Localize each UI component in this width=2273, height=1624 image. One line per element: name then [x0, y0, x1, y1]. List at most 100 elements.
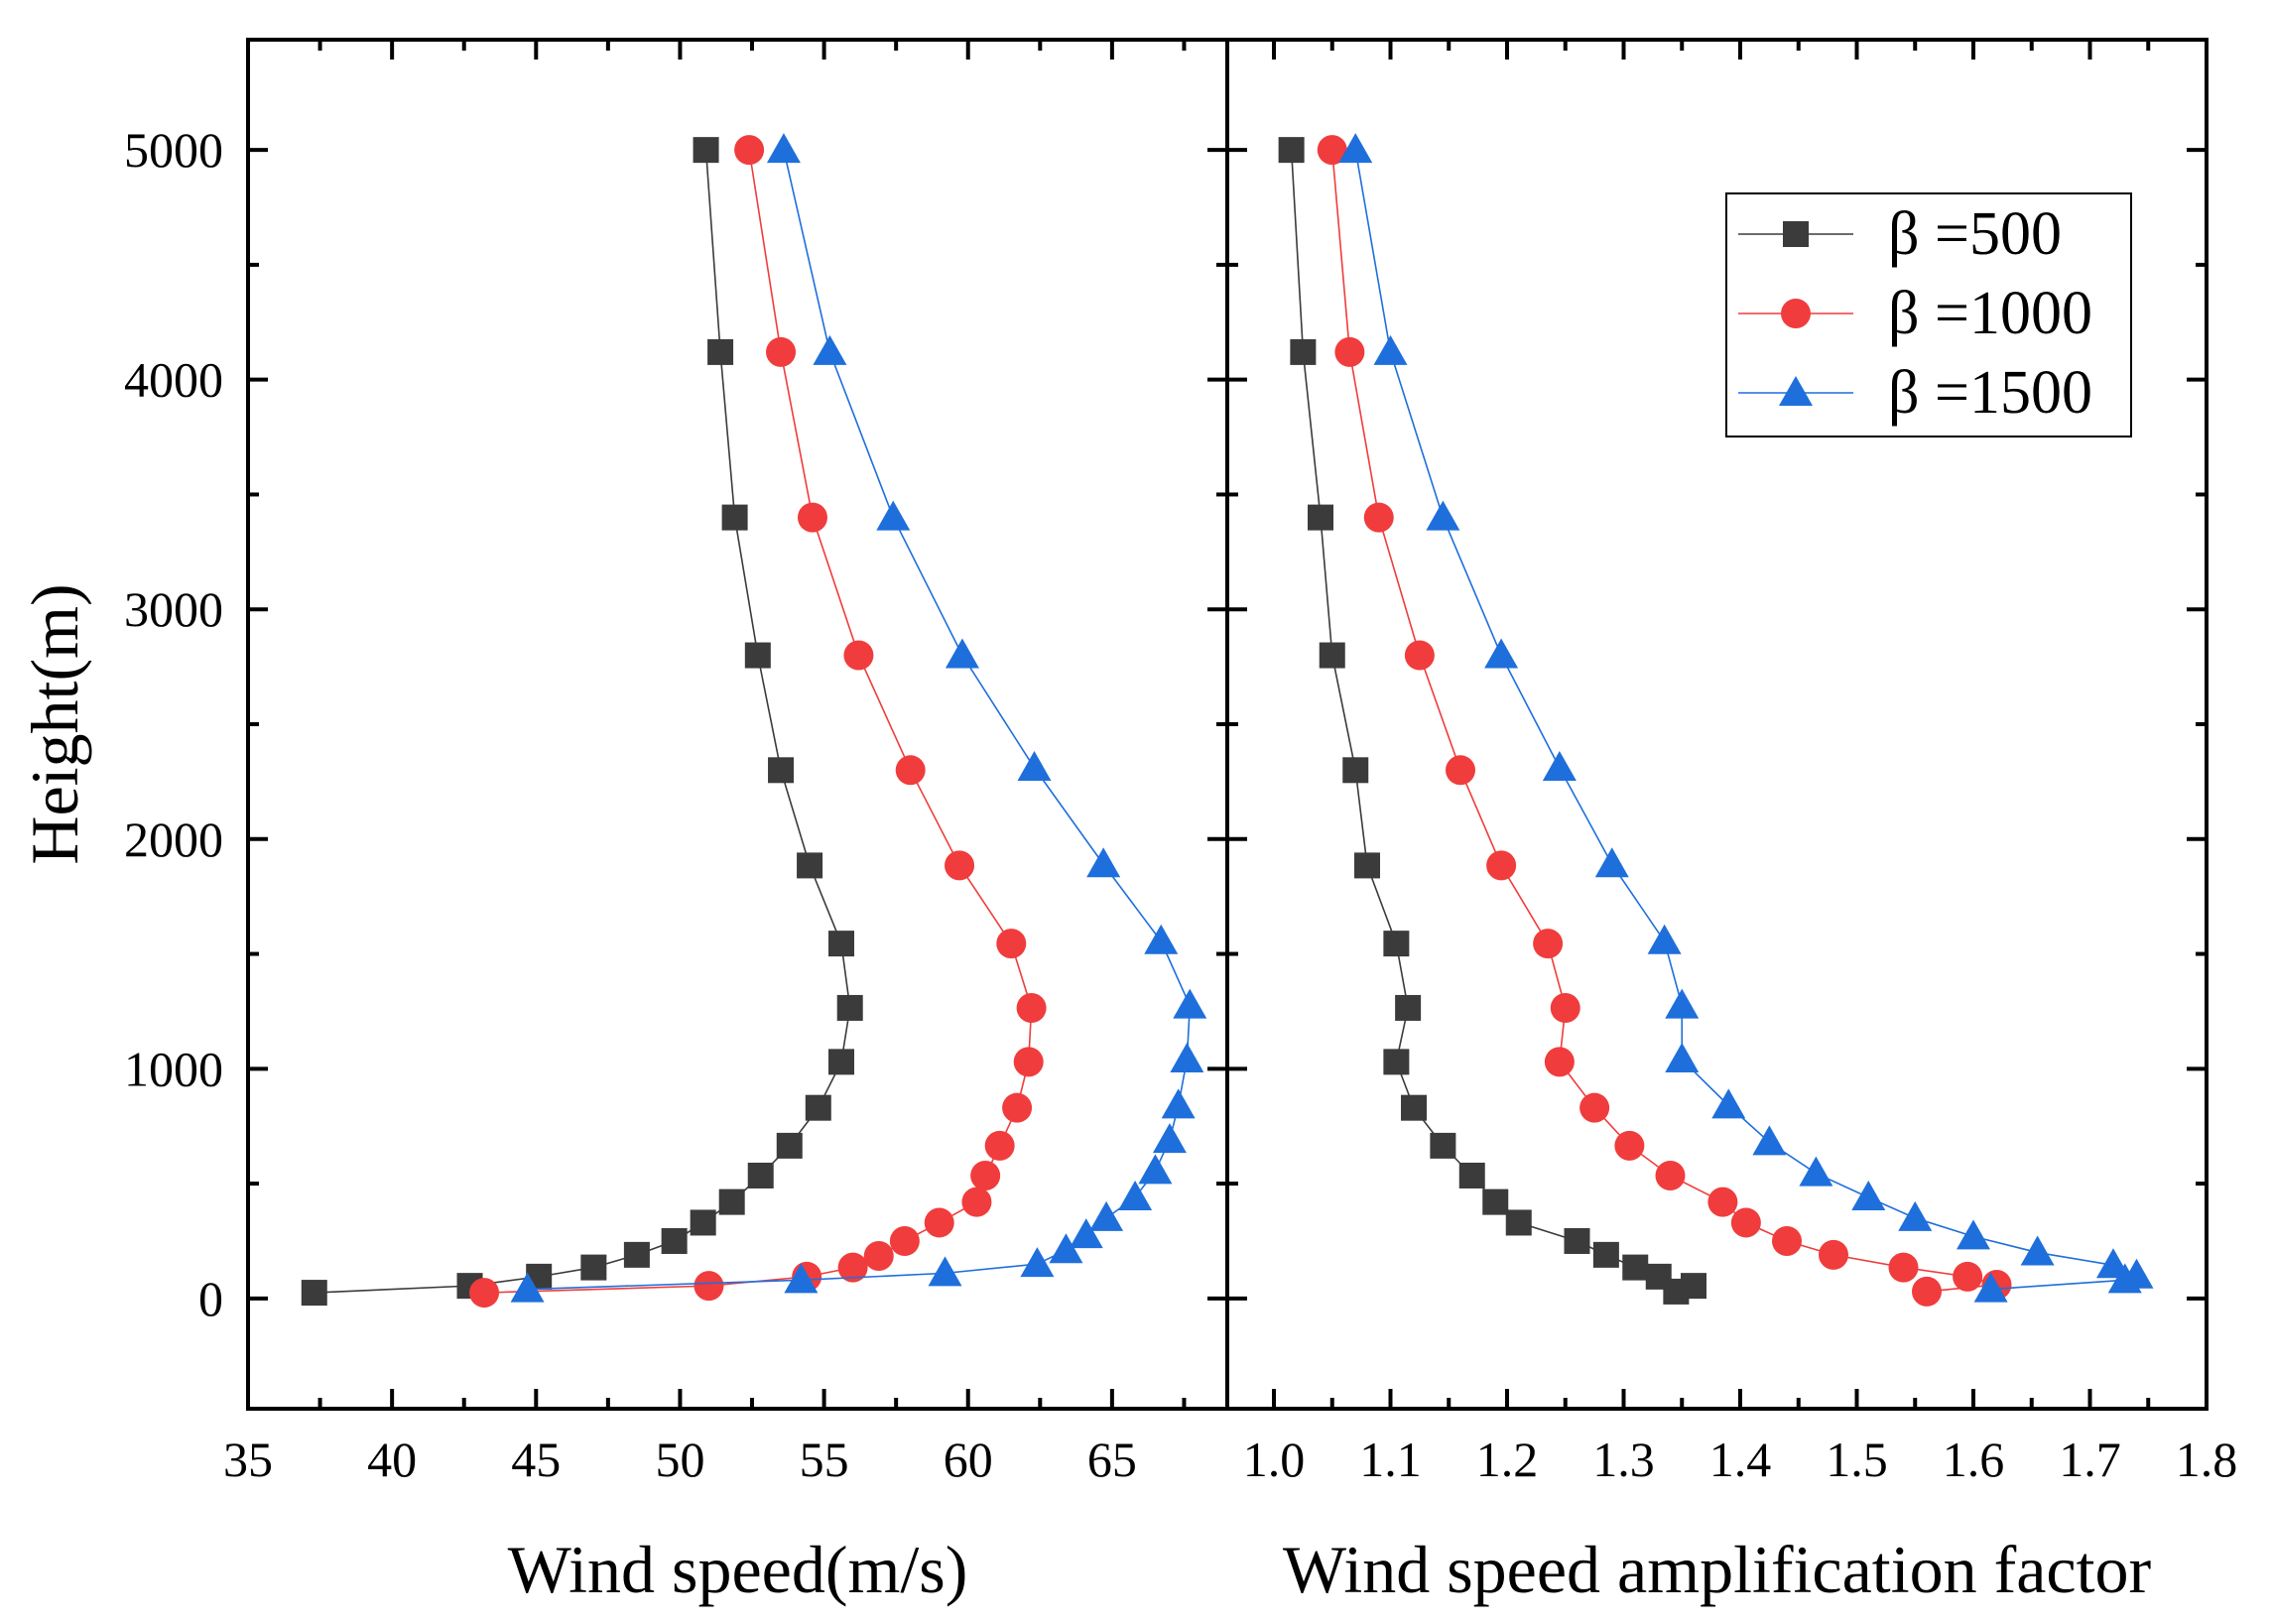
- data-point: [1730, 1207, 1761, 1238]
- legend: β =500 β =1000 β =1500: [1725, 192, 2132, 437]
- legend-entry-beta-1500: β =1500: [1738, 359, 2092, 427]
- x-tick-label: 1.6: [1943, 1432, 2005, 1487]
- y-tick-label: 4000: [124, 352, 223, 408]
- data-point: [1152, 1123, 1187, 1154]
- amplification-factor-panel: 1.0 1.1 1.2 1.3 1.4 1.5 1.6 1.7 1.8 Wind speed am…: [1225, 38, 2237, 1607]
- x-tick-label: 1.4: [1709, 1432, 1772, 1487]
- wind-speed-panel: 35 40 45 50 55 60 65 0 1000 2000 3000 4000 5000 Wind …: [17, 38, 1229, 1607]
- data-point: [1592, 1241, 1619, 1268]
- series-beta-1500: [510, 133, 1207, 1303]
- x-axis-title: Wind speed amplification factor: [1283, 1532, 2152, 1607]
- y-tick-label: 1000: [124, 1041, 223, 1096]
- data-point: [721, 504, 748, 531]
- data-point: [924, 1207, 954, 1238]
- data-point: [970, 1160, 1001, 1190]
- data-point: [1645, 1263, 1672, 1290]
- data-point: [776, 1132, 803, 1159]
- data-point: [707, 338, 734, 365]
- data-point: [1319, 642, 1345, 669]
- data-point: [766, 133, 801, 164]
- data-point: [693, 137, 719, 164]
- data-point: [889, 1225, 920, 1256]
- data-point: [301, 1280, 327, 1307]
- x-tick-label: 50: [655, 1432, 704, 1487]
- data-point: [1973, 1272, 2008, 1303]
- data-point: [1173, 988, 1207, 1019]
- data-point: [1819, 1239, 1848, 1270]
- x-tick-label: 1.1: [1359, 1432, 1422, 1487]
- data-point: [1363, 502, 1394, 533]
- data-point: [1354, 852, 1380, 879]
- legend-label: β =1500: [1888, 359, 2092, 427]
- series-beta-1500: [1338, 133, 2154, 1303]
- data-point: [797, 502, 827, 533]
- data-point: [1426, 500, 1460, 531]
- data-point: [1086, 847, 1121, 878]
- data-point: [1089, 1200, 1124, 1231]
- data-point: [1170, 1043, 1204, 1073]
- data-point: [1579, 1092, 1610, 1123]
- data-point: [863, 1241, 894, 1272]
- data-point: [895, 755, 926, 786]
- data-point: [1544, 1047, 1575, 1077]
- data-point: [1542, 750, 1577, 781]
- data-point: [1957, 1219, 1990, 1250]
- data-point: [747, 1162, 774, 1188]
- data-point: [1317, 135, 1347, 166]
- data-point: [1647, 924, 1682, 954]
- data-point: [1953, 1261, 1983, 1292]
- data-point: [1912, 1276, 1942, 1307]
- data-point: [2020, 1235, 2055, 1266]
- data-point: [1484, 638, 1519, 669]
- data-point: [961, 1187, 992, 1217]
- data-point: [1338, 133, 1373, 164]
- data-point: [1665, 988, 1700, 1019]
- data-point: [1614, 1130, 1645, 1161]
- x-axis-title: Wind speed(m/s): [508, 1532, 968, 1607]
- data-point: [1278, 137, 1305, 164]
- data-point: [1013, 1047, 1044, 1077]
- data-point: [1486, 850, 1517, 881]
- data-point: [813, 334, 847, 365]
- data-point: [1550, 992, 1580, 1023]
- data-point: [1772, 1225, 1802, 1256]
- data-point: [1888, 1252, 1919, 1283]
- legend-label: β =1000: [1888, 280, 2092, 347]
- legend-entry-beta-1000: β =1000: [1738, 280, 2092, 347]
- data-point: [1622, 1254, 1649, 1281]
- data-point: [805, 1094, 831, 1121]
- data-point: [1016, 992, 1047, 1023]
- data-point: [1458, 1162, 1485, 1188]
- x-tick-label: 40: [367, 1432, 417, 1487]
- legend-entry-beta-500: β =500: [1738, 200, 2062, 268]
- y-tick-label: 0: [198, 1271, 223, 1326]
- data-point: [1401, 1094, 1427, 1121]
- series-beta-1000: [469, 135, 1047, 1309]
- data-point: [1665, 1043, 1700, 1073]
- y-tick-label: 5000: [124, 122, 223, 178]
- data-point: [1533, 929, 1564, 959]
- data-point: [784, 1263, 819, 1294]
- x-tick-label: 45: [511, 1432, 561, 1487]
- y-axis-title: Height(m): [17, 583, 92, 864]
- series-beta-500: [301, 137, 863, 1307]
- data-point: [1342, 757, 1369, 784]
- data-point: [469, 1278, 500, 1309]
- series-beta-500: [1278, 137, 1706, 1305]
- x-tick-label: 1.0: [1243, 1432, 1306, 1487]
- data-point: [945, 638, 979, 669]
- y-tick-label: 2000: [124, 812, 223, 867]
- data-point: [1383, 1049, 1410, 1075]
- data-point: [837, 1252, 868, 1283]
- data-point: [1017, 750, 1052, 781]
- data-point: [1020, 1247, 1055, 1278]
- data-point: [1505, 1209, 1532, 1236]
- data-point: [1594, 847, 1629, 878]
- data-point: [510, 1272, 545, 1303]
- data-point: [623, 1241, 650, 1268]
- x-tick-label: 35: [223, 1432, 273, 1487]
- data-point: [928, 1256, 962, 1287]
- data-point: [828, 1049, 855, 1075]
- series-beta-1000: [1317, 135, 2012, 1307]
